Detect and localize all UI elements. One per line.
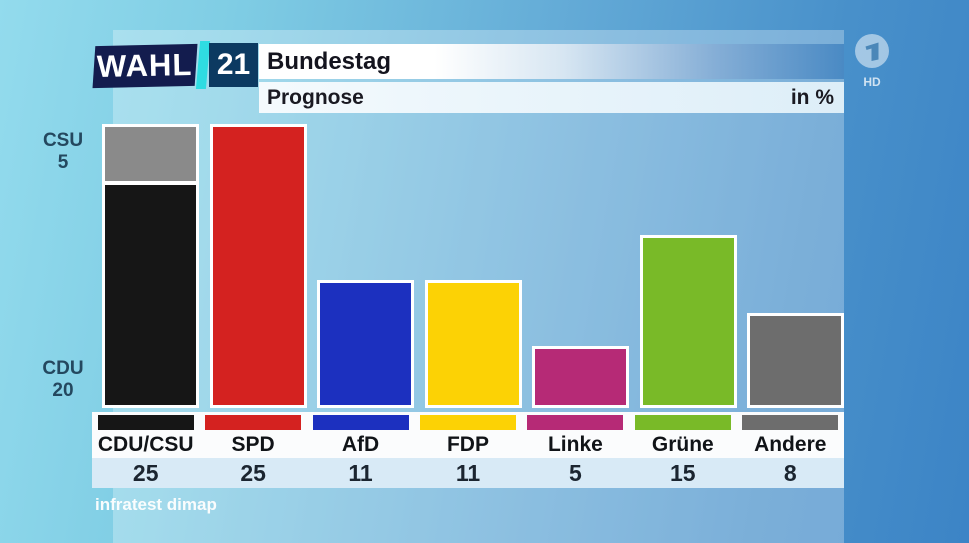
party-value-gruene: 15 [670, 460, 696, 486]
legend-chip-cdu-csu [97, 415, 194, 430]
bar-gruene [640, 235, 737, 408]
bar-spd [210, 124, 307, 408]
party-value-linke: 5 [569, 460, 582, 486]
bar-linke [532, 346, 629, 408]
broadcaster-logo: HD [852, 33, 892, 91]
subtitle-label: Prognose [267, 85, 364, 109]
bar-segment-csu [105, 127, 196, 181]
legend-col-linke: Linke 5 [522, 412, 629, 488]
title-bar: Bundestag [259, 44, 844, 79]
axis-cdu-name: CDU [42, 358, 84, 379]
party-name-afd: AfD [341, 433, 380, 456]
axis-cdu-value: 20 [52, 380, 74, 401]
party-value-fdp: 11 [455, 460, 481, 486]
bar-cdu-csu [102, 124, 199, 408]
bar-afd [317, 280, 414, 408]
bar-andere [747, 313, 844, 408]
party-value-spd: 25 [240, 460, 266, 486]
subtitle-bar: Prognose in % [259, 82, 844, 113]
legend-col-afd: AfD 11 [307, 412, 414, 488]
legend-chip-fdp [419, 415, 516, 430]
legend-col-fdp: FDP 11 [414, 412, 521, 488]
axis-csu-value: 5 [57, 152, 69, 173]
legend-col-gruene: Grüne 15 [629, 412, 736, 488]
party-name-spd: SPD [231, 433, 275, 456]
unit-label: in % [790, 85, 834, 109]
bar-segment-divider [105, 181, 196, 185]
legend-chip-afd [312, 415, 409, 430]
legend-chip-gruene [634, 415, 731, 430]
axis-csu-name: CSU [42, 130, 84, 151]
party-value-afd: 11 [348, 460, 373, 486]
page-title: Bundestag [267, 47, 392, 75]
legend-chip-linke [527, 415, 624, 430]
wahl-logo: WAHL [92, 43, 198, 89]
ard-one-icon [855, 34, 889, 68]
party-name-gruene: Grüne [651, 433, 714, 456]
legend-col-andere: Andere 8 [737, 412, 844, 488]
axis-label-cdu: CDU 20 [36, 358, 90, 402]
legend-band: CDU/CSU 25 SPD 25 AfD 11 FDP 11 Linke 5 Grüne 15 And… [92, 412, 844, 488]
party-value-andere: 8 [783, 460, 797, 486]
legend-col-cdu-csu: CDU/CSU 25 [92, 412, 199, 488]
legend-chip-andere [742, 415, 839, 430]
bar-fdp [425, 280, 522, 408]
legend-columns: CDU/CSU 25 SPD 25 AfD 11 FDP 11 Linke 5 Grüne 15 And… [92, 412, 844, 488]
value-strip [92, 458, 844, 488]
wahl-logo-text: WAHL [96, 47, 194, 84]
year-badge: 21 [209, 43, 258, 87]
party-name-fdp: FDP [446, 433, 489, 456]
bar-segment-cdu [105, 185, 196, 405]
legend-col-spd: SPD 25 [199, 412, 306, 488]
axis-label-csu: CSU 5 [36, 130, 90, 174]
party-name-andere: Andere [754, 433, 827, 456]
party-name-linke: Linke [547, 433, 603, 456]
party-value-cdu-csu: 25 [132, 460, 159, 486]
hd-badge: HD [863, 75, 881, 89]
legend-chip-spd [205, 415, 302, 430]
source-credit: infratest dimap [95, 495, 217, 514]
party-name-cdu-csu: CDU/CSU [97, 433, 194, 456]
